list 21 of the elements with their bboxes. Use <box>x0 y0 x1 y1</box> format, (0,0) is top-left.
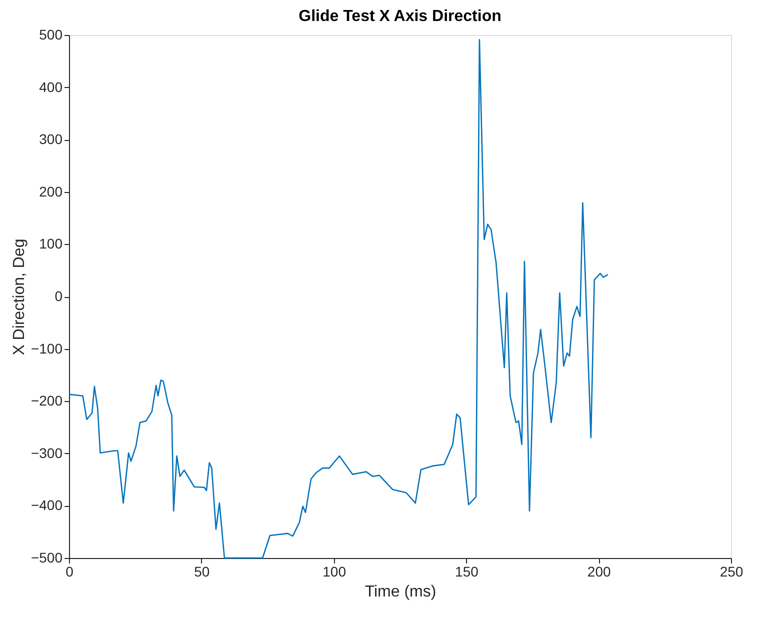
y-tick-label: −400 <box>30 497 63 514</box>
y-tick-label: 100 <box>39 236 63 252</box>
y-axis-title: X Direction, Deg <box>10 238 28 356</box>
x-tick-label: 50 <box>194 564 210 580</box>
y-tick-label: 300 <box>39 131 63 148</box>
chart-title: Glide Test X Axis Direction <box>298 8 502 25</box>
y-tick-label: −500 <box>30 550 63 566</box>
x-tick-label: 200 <box>587 564 611 580</box>
x-tick-label: 0 <box>66 564 74 580</box>
y-tick-label: 400 <box>39 78 63 95</box>
y-tick-label: −200 <box>30 392 63 409</box>
x-tick-label: 150 <box>455 564 479 580</box>
y-tick-label: 200 <box>39 183 63 200</box>
y-tick-label: 0 <box>54 288 63 304</box>
y-tick-label: −300 <box>30 444 63 461</box>
x-axis-title: Time (ms) <box>364 584 436 600</box>
x-tick-label: 250 <box>720 564 744 580</box>
x-tick-label: 100 <box>322 564 346 580</box>
y-tick-label: 500 <box>39 26 63 42</box>
y-tick-label: −100 <box>30 340 63 356</box>
line-series <box>68 39 609 559</box>
